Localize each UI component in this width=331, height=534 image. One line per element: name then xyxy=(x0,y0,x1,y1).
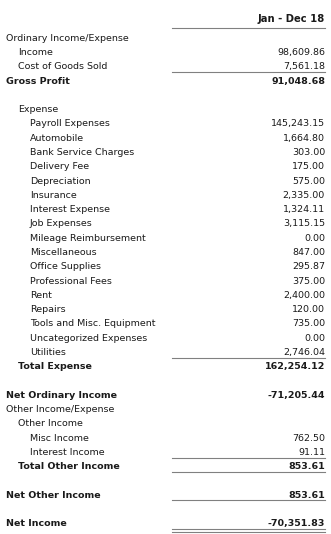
Text: 7,561.18: 7,561.18 xyxy=(283,62,325,71)
Text: Mileage Reimbursement: Mileage Reimbursement xyxy=(30,234,146,242)
Text: Depreciation: Depreciation xyxy=(30,177,91,185)
Text: 91.11: 91.11 xyxy=(298,448,325,457)
Text: Total Expense: Total Expense xyxy=(18,362,92,371)
Text: 375.00: 375.00 xyxy=(292,277,325,286)
Text: 853.61: 853.61 xyxy=(288,462,325,471)
Text: Delivery Fee: Delivery Fee xyxy=(30,162,89,171)
Text: Miscellaneous: Miscellaneous xyxy=(30,248,97,257)
Text: 120.00: 120.00 xyxy=(292,305,325,314)
Text: 0.00: 0.00 xyxy=(304,234,325,242)
Text: Professional Fees: Professional Fees xyxy=(30,277,112,286)
Text: Jan - Dec 18: Jan - Dec 18 xyxy=(258,14,325,24)
Text: Misc Income: Misc Income xyxy=(30,434,89,443)
Text: 295.87: 295.87 xyxy=(292,262,325,271)
Text: Office Supplies: Office Supplies xyxy=(30,262,101,271)
Text: Net Ordinary Income: Net Ordinary Income xyxy=(6,391,117,400)
Text: Job Expenses: Job Expenses xyxy=(30,219,93,229)
Text: Net Other Income: Net Other Income xyxy=(6,491,101,500)
Text: 853.61: 853.61 xyxy=(288,491,325,500)
Text: 735.00: 735.00 xyxy=(292,319,325,328)
Text: 1,324.11: 1,324.11 xyxy=(283,205,325,214)
Text: 2,746.04: 2,746.04 xyxy=(283,348,325,357)
Text: 762.50: 762.50 xyxy=(292,434,325,443)
Text: 162,254.12: 162,254.12 xyxy=(264,362,325,371)
Text: Rent: Rent xyxy=(30,291,52,300)
Text: -70,351.83: -70,351.83 xyxy=(268,520,325,528)
Text: 91,048.68: 91,048.68 xyxy=(271,76,325,85)
Text: Payroll Expenses: Payroll Expenses xyxy=(30,120,110,128)
Text: Income: Income xyxy=(18,48,53,57)
Text: -71,205.44: -71,205.44 xyxy=(267,391,325,400)
Text: Other Income: Other Income xyxy=(18,419,83,428)
Text: 0.00: 0.00 xyxy=(304,334,325,343)
Text: Bank Service Charges: Bank Service Charges xyxy=(30,148,134,157)
Text: 3,115.15: 3,115.15 xyxy=(283,219,325,229)
Text: 847.00: 847.00 xyxy=(292,248,325,257)
Text: Gross Profit: Gross Profit xyxy=(6,76,70,85)
Text: Utilities: Utilities xyxy=(30,348,66,357)
Text: Expense: Expense xyxy=(18,105,58,114)
Text: Interest Expense: Interest Expense xyxy=(30,205,110,214)
Text: Other Income/Expense: Other Income/Expense xyxy=(6,405,115,414)
Text: Total Other Income: Total Other Income xyxy=(18,462,120,471)
Text: 2,400.00: 2,400.00 xyxy=(283,291,325,300)
Text: Net Income: Net Income xyxy=(6,520,67,528)
Text: 145,243.15: 145,243.15 xyxy=(271,120,325,128)
Text: Uncategorized Expenses: Uncategorized Expenses xyxy=(30,334,147,343)
Text: Insurance: Insurance xyxy=(30,191,77,200)
Text: 1,664.80: 1,664.80 xyxy=(283,134,325,143)
Text: 175.00: 175.00 xyxy=(292,162,325,171)
Text: Interest Income: Interest Income xyxy=(30,448,105,457)
Text: 98,609.86: 98,609.86 xyxy=(277,48,325,57)
Text: Repairs: Repairs xyxy=(30,305,66,314)
Text: Automobile: Automobile xyxy=(30,134,84,143)
Text: Cost of Goods Sold: Cost of Goods Sold xyxy=(18,62,107,71)
Text: 2,335.00: 2,335.00 xyxy=(283,191,325,200)
Text: 575.00: 575.00 xyxy=(292,177,325,185)
Text: Tools and Misc. Equipment: Tools and Misc. Equipment xyxy=(30,319,156,328)
Text: 303.00: 303.00 xyxy=(292,148,325,157)
Text: Ordinary Income/Expense: Ordinary Income/Expense xyxy=(6,34,129,43)
